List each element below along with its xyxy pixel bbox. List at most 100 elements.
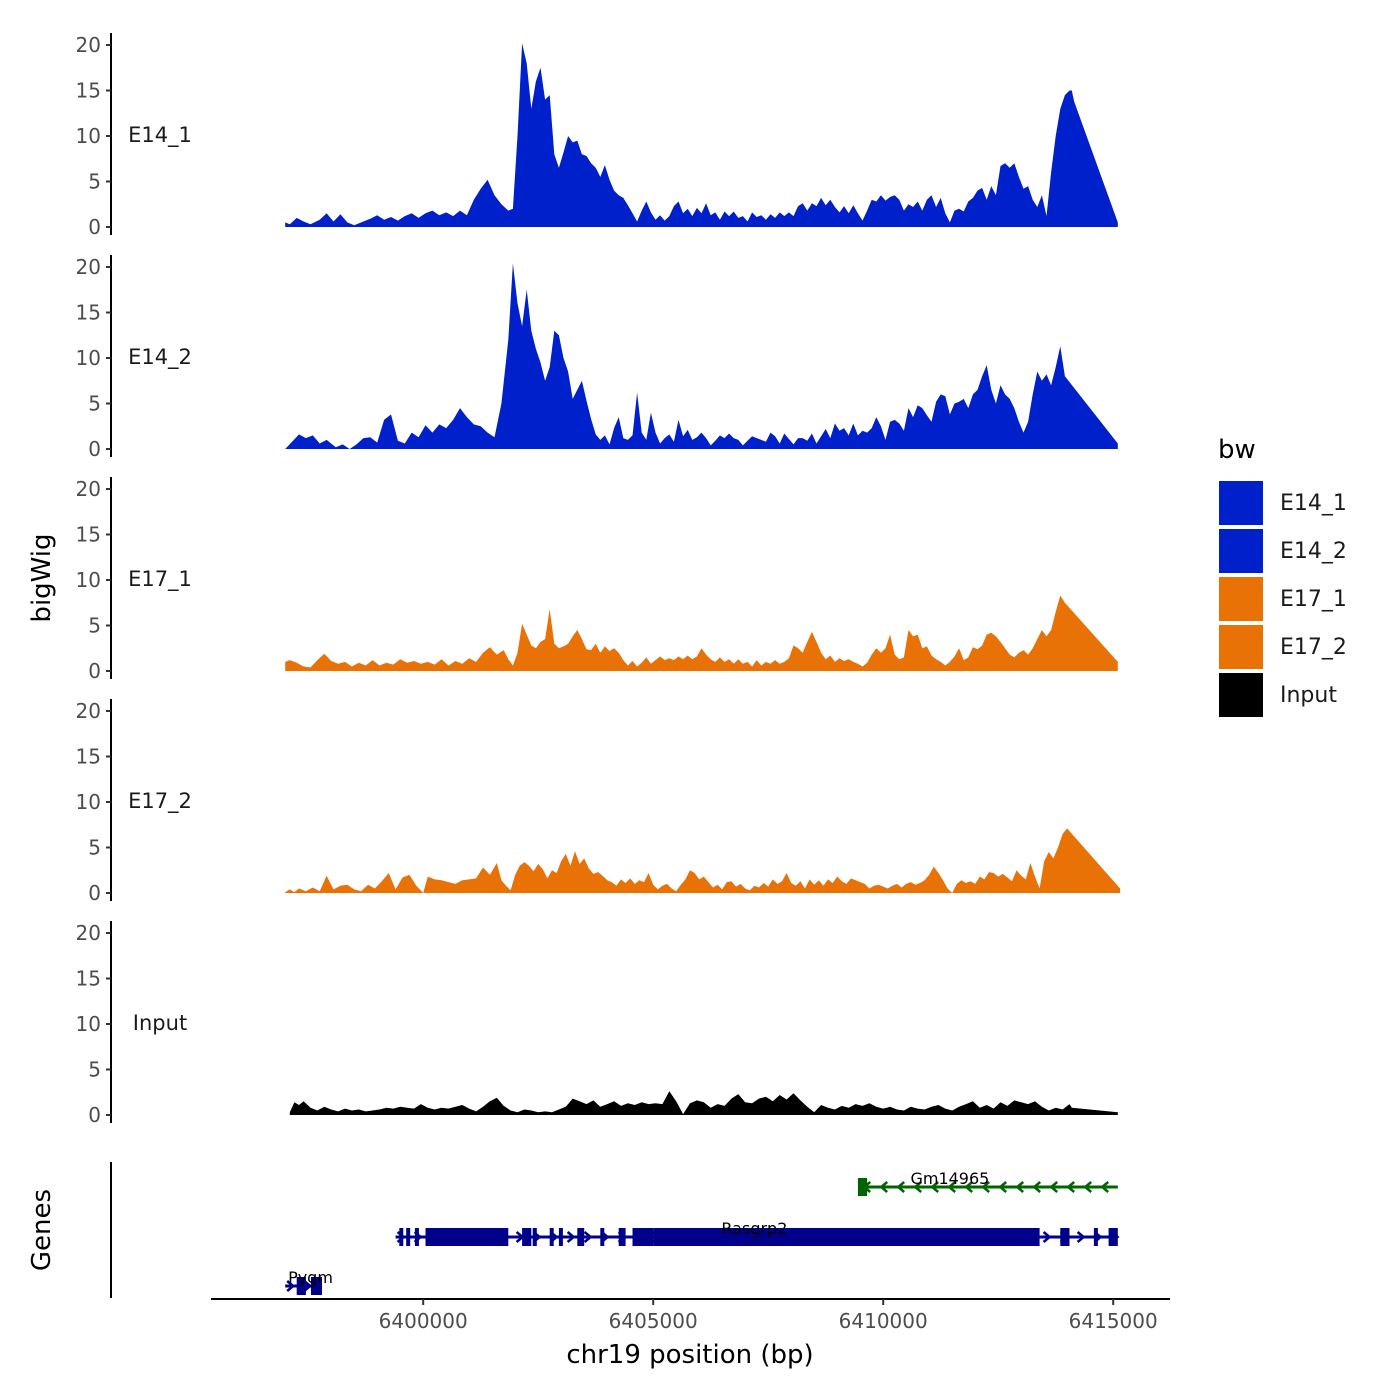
panel-e17-1: 0 5 10 15 20 E17_1 <box>76 477 1118 683</box>
strand-arrow <box>286 1280 296 1292</box>
y-tick-label: 15 <box>76 301 101 325</box>
exon <box>558 1228 563 1246</box>
y-tick-label: 15 <box>76 745 101 769</box>
gene-pygm: Pygm <box>285 1268 333 1295</box>
strand-arrow <box>1066 1181 1076 1193</box>
strand-arrow <box>896 1181 906 1193</box>
strand-arrow <box>566 1231 576 1243</box>
coverage-area-e14-1 <box>285 43 1118 228</box>
legend-key-input <box>1217 671 1265 719</box>
coverage-area-input <box>289 1091 1118 1115</box>
y-tick-label: 10 <box>76 124 101 148</box>
x-tick-label: 6405000 <box>609 1309 698 1333</box>
x-axis-title: chr19 position (bp) <box>566 1340 813 1370</box>
y-tick-label: 15 <box>76 967 101 991</box>
y-tick-label: 20 <box>76 255 101 279</box>
y-tick-label: 5 <box>88 392 101 416</box>
legend-label: E14_1 <box>1280 491 1347 516</box>
exon <box>406 1228 411 1246</box>
exon <box>632 1228 654 1246</box>
exon <box>1060 1228 1070 1246</box>
y-tick-label: 5 <box>88 170 101 194</box>
legend-key-e14-1 <box>1217 479 1265 527</box>
exon <box>600 1228 605 1246</box>
strand-arrow <box>303 1280 313 1292</box>
panel-label: E17_2 <box>128 789 192 814</box>
strand-arrow <box>964 1181 974 1193</box>
strand-arrow <box>1083 1181 1093 1193</box>
legend-label: Input <box>1280 683 1337 708</box>
strand-arrow <box>1049 1181 1059 1193</box>
exon <box>653 1228 1040 1246</box>
exon <box>1093 1228 1098 1246</box>
legend-key-e14-2 <box>1217 527 1265 575</box>
exon <box>522 1228 532 1246</box>
strand-arrow <box>583 1231 593 1243</box>
x-tick-label: 6415000 <box>1069 1309 1158 1333</box>
panel-e14-1: 0 5 10 15 20 E14_1 <box>76 33 1118 239</box>
exon <box>857 1178 868 1196</box>
x-tick-label: 6410000 <box>839 1309 928 1333</box>
legend-label: E14_2 <box>1280 539 1347 564</box>
y-tick-label: 0 <box>88 437 101 461</box>
y-tick-label: 20 <box>76 33 101 57</box>
y-tick-label: 5 <box>88 836 101 860</box>
y-tick-label: 0 <box>88 659 101 683</box>
gene-label: Gm14965 <box>910 1169 989 1188</box>
strand-arrow <box>930 1181 940 1193</box>
gene-label: Pygm <box>288 1268 333 1287</box>
y-tick-label: 20 <box>76 921 101 945</box>
coverage-area-e17-2 <box>285 828 1121 893</box>
x-tick-label: 6400000 <box>379 1309 468 1333</box>
y-tick-label: 20 <box>76 477 101 501</box>
coverage-panels: 05101520E14_105101520E14_205101520E17_10… <box>76 33 1121 1127</box>
strand-arrow <box>879 1181 889 1193</box>
strand-arrow <box>1015 1181 1025 1193</box>
gene-rasgrp2: Rasgrp2 <box>395 1219 1120 1246</box>
strand-arrow <box>947 1181 957 1193</box>
exon <box>414 1228 419 1246</box>
exon <box>399 1228 404 1246</box>
y-tick-label: 0 <box>88 1103 101 1127</box>
y-tick-label: 5 <box>88 614 101 638</box>
y-tick-label: 20 <box>76 699 101 723</box>
y-tick-label: 10 <box>76 568 101 592</box>
coverage-area-e14-2 <box>285 263 1118 449</box>
legend-key-e17-2 <box>1217 623 1265 671</box>
y-tick-label: 10 <box>76 346 101 370</box>
strand-arrow <box>913 1181 923 1193</box>
panel-input: 0 5 10 15 20 Input <box>76 921 1118 1127</box>
panel-label: E14_1 <box>128 123 192 148</box>
panel-label: Input <box>133 1011 187 1035</box>
legend-title: bw <box>1218 435 1256 465</box>
strand-arrow <box>981 1181 991 1193</box>
panel-e14-2: 0 5 10 15 20 E14_2 <box>76 255 1118 461</box>
exon <box>577 1228 585 1246</box>
exon <box>549 1228 554 1246</box>
legend-key-e17-1 <box>1217 575 1265 623</box>
y-tick-label: 15 <box>76 79 101 103</box>
panel-e17-2: 0 5 10 15 20 E17_2 <box>76 699 1121 905</box>
exon <box>296 1277 306 1295</box>
y-tick-label: 5 <box>88 1058 101 1082</box>
strand-arrow <box>1100 1181 1110 1193</box>
legend-label: E17_2 <box>1280 635 1347 660</box>
panel-label: E17_1 <box>128 567 192 592</box>
y-axis-title: bigWig <box>27 533 57 622</box>
gene-gm14965: Gm14965 <box>857 1169 1118 1196</box>
exon <box>314 1277 322 1295</box>
exon <box>1108 1228 1118 1246</box>
exon <box>532 1228 537 1246</box>
y-tick-label: 0 <box>88 215 101 239</box>
strand-arrow <box>1076 1231 1086 1243</box>
exon <box>618 1228 626 1246</box>
exon <box>425 1228 509 1246</box>
gene-label: Rasgrp2 <box>721 1219 787 1238</box>
coverage-area-e17-1 <box>285 595 1118 671</box>
legend-label: E17_1 <box>1280 587 1347 612</box>
genes-track: Genes Gm14965 Rasgrp2 Pygm <box>27 1162 1120 1298</box>
y-tick-label: 15 <box>76 523 101 547</box>
y-tick-label: 10 <box>76 790 101 814</box>
y-tick-label: 10 <box>76 1012 101 1036</box>
